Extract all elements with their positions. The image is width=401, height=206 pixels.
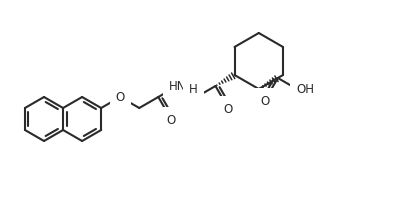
Text: O: O — [167, 113, 176, 126]
Text: O: O — [224, 102, 233, 115]
Text: O: O — [260, 94, 269, 107]
Text: O: O — [115, 91, 125, 104]
Text: H: H — [189, 83, 198, 96]
Text: HN: HN — [168, 80, 186, 93]
Text: OH: OH — [296, 83, 314, 96]
